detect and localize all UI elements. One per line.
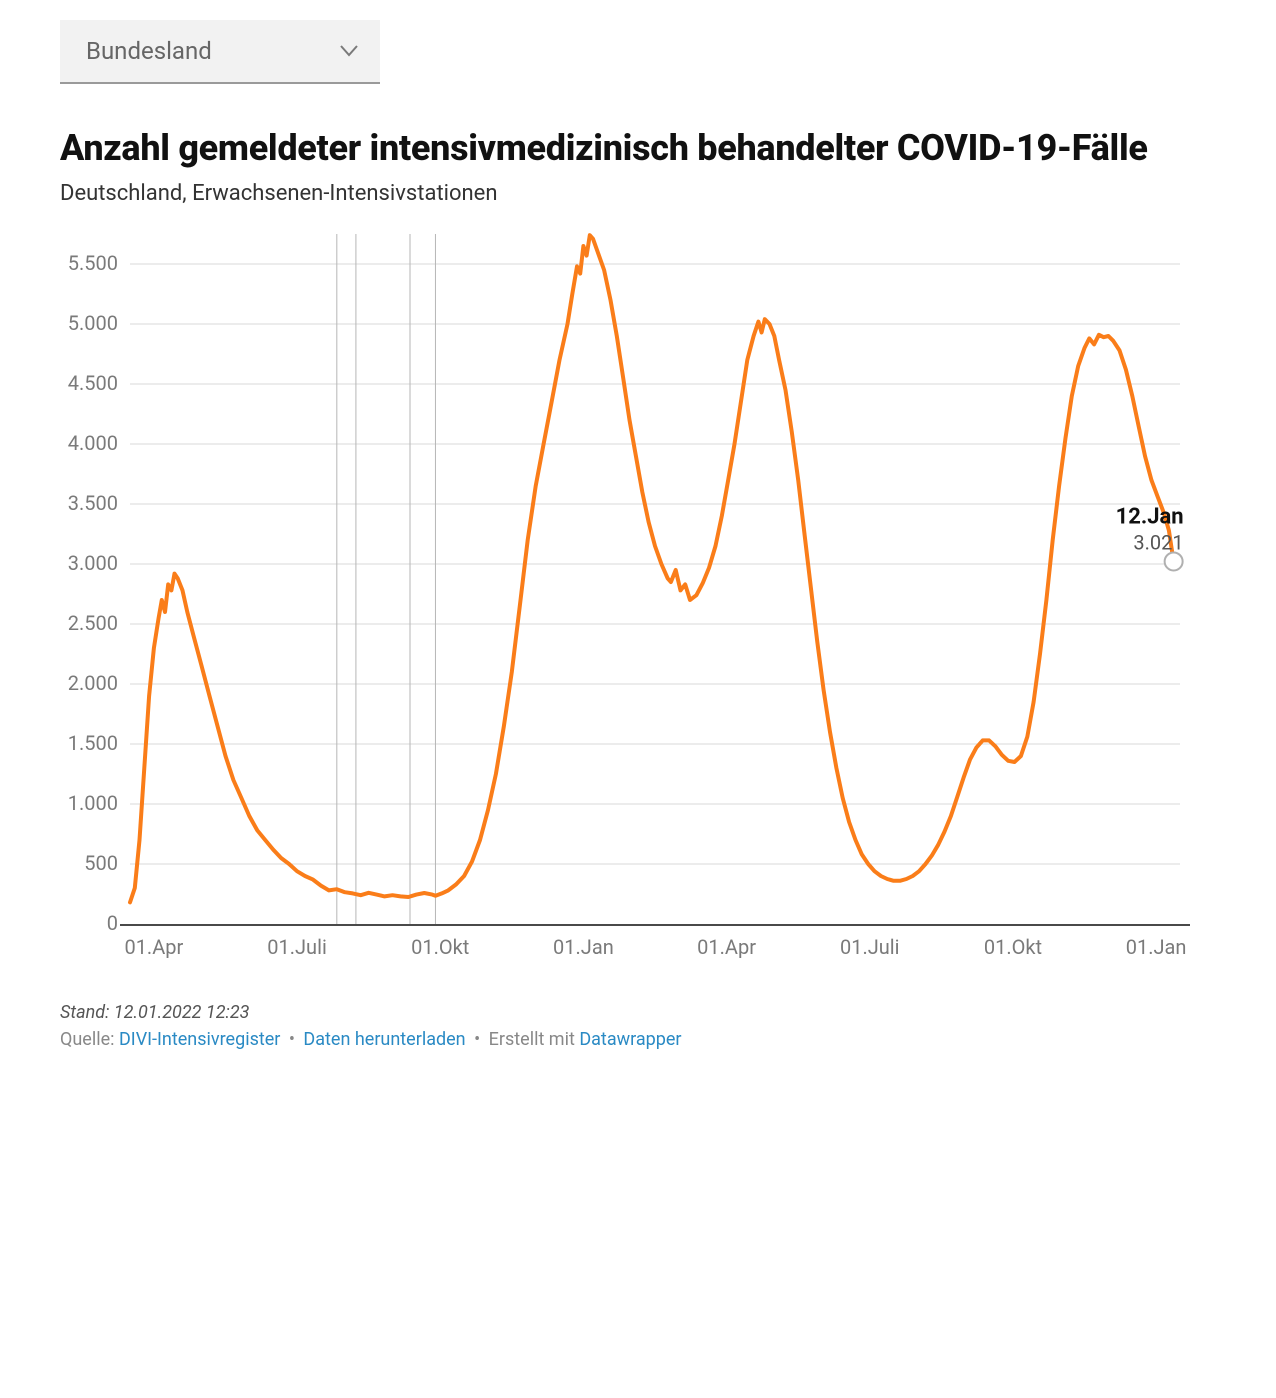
chart-subtitle: Deutschland, Erwachsenen-Intensivstation… [60, 181, 1216, 206]
svg-text:0: 0 [107, 911, 118, 935]
svg-text:2.000: 2.000 [68, 671, 118, 695]
line-chart: 0 500 1.000 1.500 2.000 2.500 3.000 3.500 4.000 4… [60, 224, 1216, 984]
svg-text:1.000: 1.000 [68, 791, 118, 815]
download-data-link[interactable]: Daten herunterladen [303, 1029, 465, 1050]
datawrapper-link[interactable]: Datawrapper [579, 1029, 681, 1050]
svg-text:01.Okt: 01.Okt [984, 935, 1042, 959]
made-with-prefix: Erstellt mit [489, 1029, 580, 1050]
source-line: Quelle: DIVI-Intensivregister • Daten he… [60, 1029, 1216, 1050]
source-prefix: Quelle: [60, 1029, 119, 1050]
svg-text:4.000: 4.000 [68, 431, 118, 455]
svg-text:01.Apr: 01.Apr [697, 935, 756, 959]
svg-text:01.Juli: 01.Juli [267, 935, 327, 959]
chart-title: Anzahl gemeldeter intensivmedizinisch be… [60, 126, 1216, 171]
chevron-down-icon [340, 45, 358, 57]
svg-text:5.500: 5.500 [68, 251, 118, 275]
separator-dot: • [284, 1029, 299, 1050]
svg-text:3.500: 3.500 [68, 491, 118, 515]
svg-text:01.Okt: 01.Okt [411, 935, 469, 959]
svg-text:01.Jan: 01.Jan [1126, 935, 1187, 959]
svg-text:4.500: 4.500 [68, 371, 118, 395]
svg-text:3.000: 3.000 [68, 551, 118, 575]
svg-text:01.Jan: 01.Jan [553, 935, 614, 959]
timestamp: Stand: 12.01.2022 12:23 [60, 1002, 1216, 1023]
svg-text:1.500: 1.500 [68, 731, 118, 755]
svg-text:3.021: 3.021 [1133, 530, 1183, 554]
svg-text:5.000: 5.000 [68, 311, 118, 335]
svg-text:01.Juli: 01.Juli [840, 935, 900, 959]
svg-text:12.Jan: 12.Jan [1116, 504, 1184, 529]
svg-text:2.500: 2.500 [68, 611, 118, 635]
svg-text:500: 500 [84, 851, 118, 875]
source-link-divi[interactable]: DIVI-Intensivregister [119, 1029, 280, 1050]
svg-text:01.Apr: 01.Apr [124, 935, 183, 959]
bundesland-dropdown[interactable]: Bundesland [60, 20, 380, 84]
separator-dot: • [470, 1029, 485, 1050]
dropdown-label: Bundesland [86, 37, 212, 65]
